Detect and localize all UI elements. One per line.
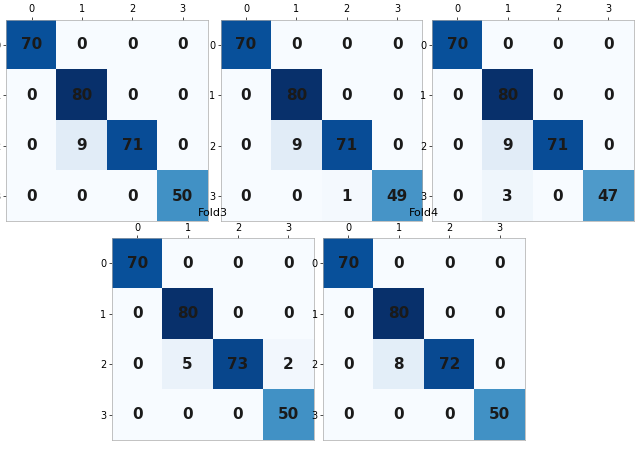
Text: 80: 80 xyxy=(177,306,198,321)
Text: 0: 0 xyxy=(392,88,403,103)
Text: 0: 0 xyxy=(132,357,143,372)
Text: 0: 0 xyxy=(233,256,243,271)
Text: 0: 0 xyxy=(494,306,505,321)
Text: 1: 1 xyxy=(342,189,352,204)
Text: 0: 0 xyxy=(603,37,614,52)
Text: 0: 0 xyxy=(394,256,404,271)
Text: 0: 0 xyxy=(182,407,193,422)
Text: 0: 0 xyxy=(241,138,252,153)
Text: 70: 70 xyxy=(236,37,257,52)
Text: 50: 50 xyxy=(489,407,510,422)
Text: 0: 0 xyxy=(394,407,404,422)
Text: 0: 0 xyxy=(233,306,243,321)
Text: 9: 9 xyxy=(502,138,513,153)
Text: 0: 0 xyxy=(603,88,614,103)
Text: 0: 0 xyxy=(553,37,563,52)
Text: 0: 0 xyxy=(392,37,403,52)
Text: 0: 0 xyxy=(177,88,188,103)
Text: 0: 0 xyxy=(444,407,454,422)
Text: 80: 80 xyxy=(497,88,518,103)
Text: 71: 71 xyxy=(547,138,568,153)
Text: 0: 0 xyxy=(132,306,143,321)
Text: 80: 80 xyxy=(286,88,307,103)
Text: 0: 0 xyxy=(452,189,463,204)
Text: 0: 0 xyxy=(343,407,354,422)
Text: 0: 0 xyxy=(132,407,143,422)
Text: 71: 71 xyxy=(336,138,357,153)
Text: 47: 47 xyxy=(598,189,619,204)
Text: 0: 0 xyxy=(343,357,354,372)
Text: 0: 0 xyxy=(77,189,87,204)
Text: 9: 9 xyxy=(291,138,301,153)
Text: 3: 3 xyxy=(502,189,513,204)
Text: 0: 0 xyxy=(494,256,505,271)
Text: 50: 50 xyxy=(172,189,193,204)
Text: 9: 9 xyxy=(77,138,87,153)
Text: 0: 0 xyxy=(283,306,294,321)
Text: 80: 80 xyxy=(72,88,93,103)
Text: 80: 80 xyxy=(388,306,410,321)
Text: 0: 0 xyxy=(553,88,563,103)
Text: 0: 0 xyxy=(603,138,614,153)
Text: 2: 2 xyxy=(283,357,294,372)
Text: 0: 0 xyxy=(233,407,243,422)
Text: 0: 0 xyxy=(494,357,505,372)
Text: 0: 0 xyxy=(77,37,87,52)
Text: 70: 70 xyxy=(447,37,468,52)
Text: 0: 0 xyxy=(26,189,37,204)
Text: 0: 0 xyxy=(177,37,188,52)
Text: 0: 0 xyxy=(452,88,463,103)
Text: 49: 49 xyxy=(387,189,408,204)
Text: 0: 0 xyxy=(182,256,193,271)
Text: 73: 73 xyxy=(227,357,248,372)
Text: 50: 50 xyxy=(278,407,299,422)
Text: 0: 0 xyxy=(291,37,301,52)
Text: 0: 0 xyxy=(502,37,513,52)
Text: 0: 0 xyxy=(444,256,454,271)
Text: 0: 0 xyxy=(127,37,138,52)
Text: 5: 5 xyxy=(182,357,193,372)
Text: 0: 0 xyxy=(127,189,138,204)
Text: 0: 0 xyxy=(291,189,301,204)
Text: 0: 0 xyxy=(342,37,352,52)
Text: 0: 0 xyxy=(241,88,252,103)
Text: 0: 0 xyxy=(283,256,294,271)
Text: 0: 0 xyxy=(177,138,188,153)
Text: 0: 0 xyxy=(26,138,37,153)
Text: 0: 0 xyxy=(127,88,138,103)
Text: 71: 71 xyxy=(122,138,143,153)
Title: Fold3: Fold3 xyxy=(198,207,228,217)
Text: 0: 0 xyxy=(444,306,454,321)
Text: 8: 8 xyxy=(394,357,404,372)
Text: 0: 0 xyxy=(392,138,403,153)
Text: 0: 0 xyxy=(26,88,37,103)
Text: 70: 70 xyxy=(21,37,42,52)
Text: 70: 70 xyxy=(127,256,148,271)
Title: Fold4: Fold4 xyxy=(409,207,439,217)
Text: 0: 0 xyxy=(553,189,563,204)
Text: 0: 0 xyxy=(343,306,354,321)
Text: 0: 0 xyxy=(452,138,463,153)
Text: 0: 0 xyxy=(241,189,252,204)
Text: 0: 0 xyxy=(342,88,352,103)
Text: 70: 70 xyxy=(338,256,359,271)
Text: 72: 72 xyxy=(438,357,460,372)
